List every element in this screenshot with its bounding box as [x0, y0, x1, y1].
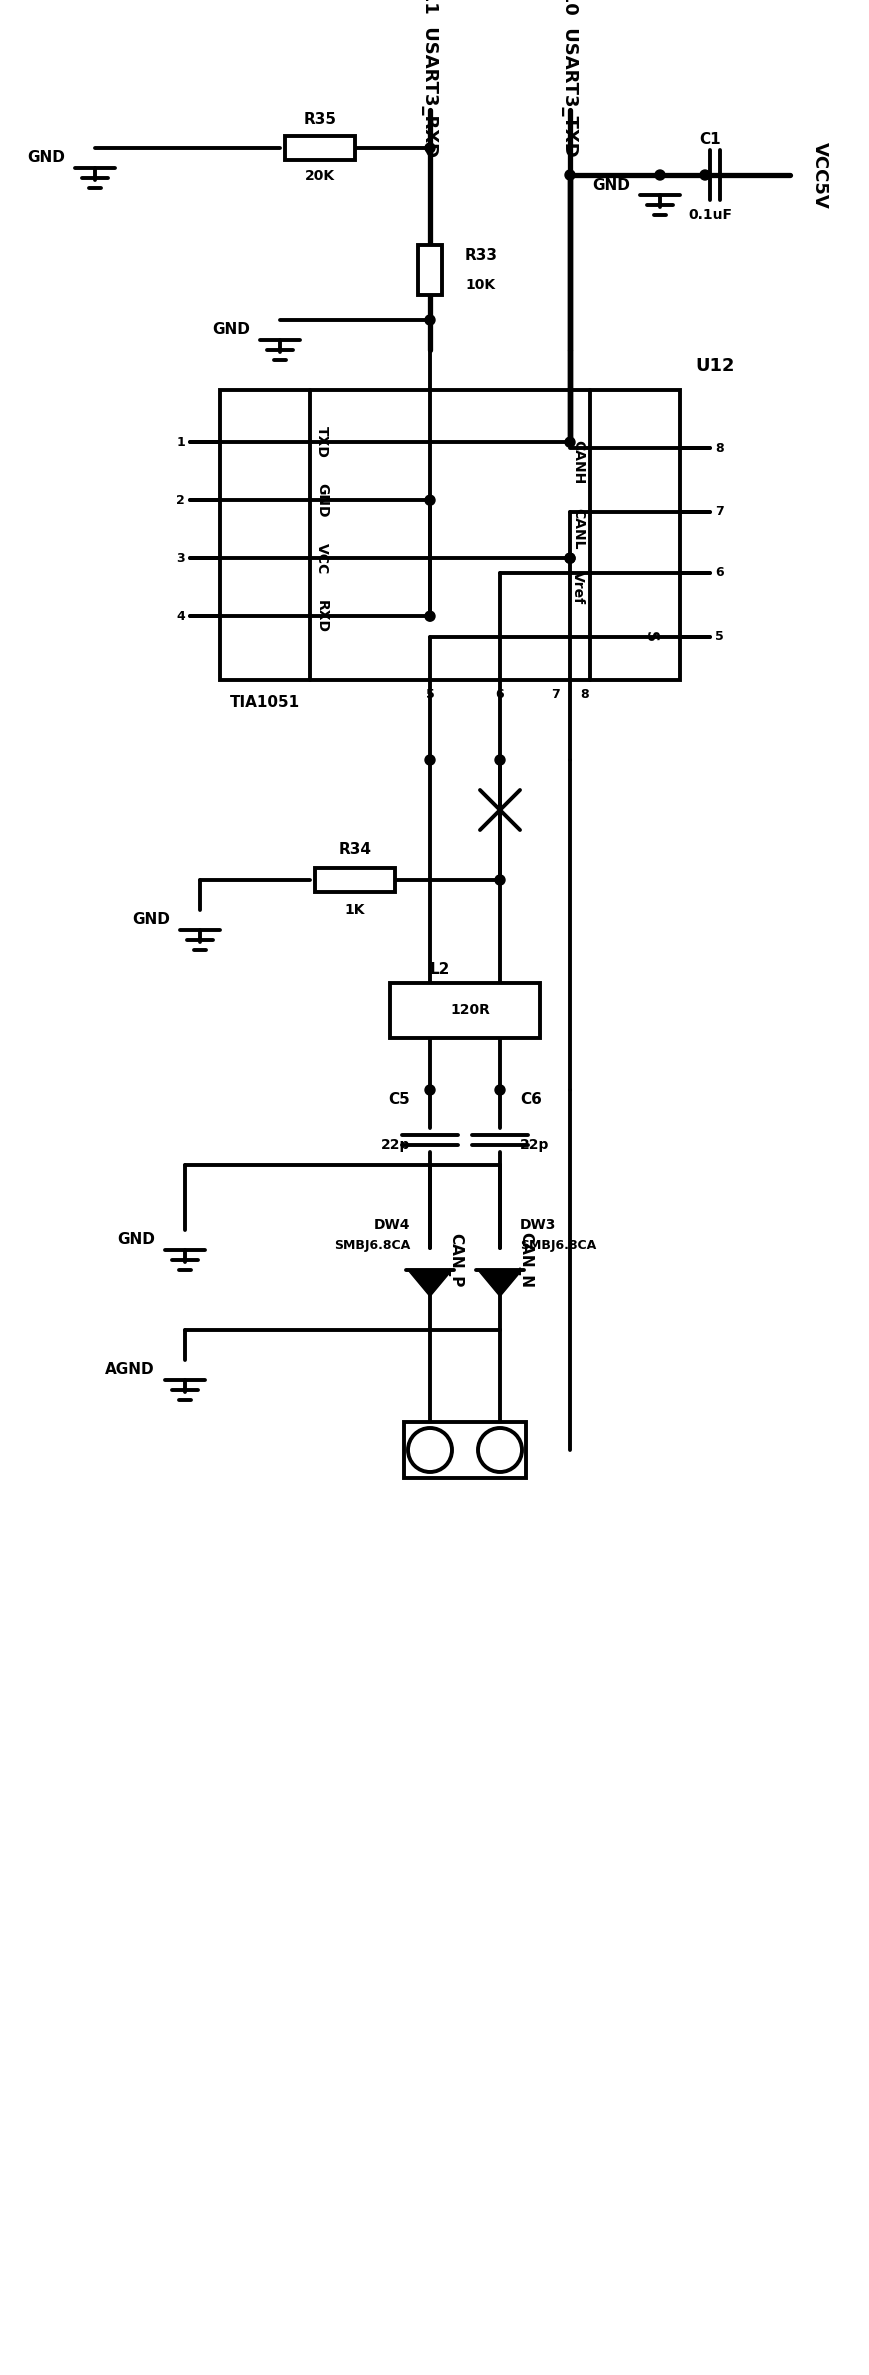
Text: C6: C6 — [520, 1092, 542, 1107]
Text: PB11  USART3_RXD: PB11 USART3_RXD — [421, 0, 439, 157]
Text: SMBJ6.8CA: SMBJ6.8CA — [334, 1237, 410, 1252]
Text: 22p: 22p — [381, 1138, 410, 1152]
Text: 0.1uF: 0.1uF — [688, 209, 732, 221]
Text: CANH: CANH — [571, 439, 585, 484]
Polygon shape — [478, 1271, 522, 1297]
Circle shape — [565, 437, 575, 446]
Text: 6: 6 — [715, 565, 724, 580]
Text: R33: R33 — [465, 247, 498, 264]
Text: 1K: 1K — [345, 902, 365, 917]
Bar — [315, 867, 395, 893]
Bar — [220, 390, 680, 679]
Text: AGND: AGND — [105, 1363, 155, 1378]
Text: 2: 2 — [176, 494, 185, 506]
Text: GND: GND — [117, 1233, 155, 1247]
Text: 8: 8 — [580, 689, 589, 701]
Circle shape — [655, 171, 665, 180]
Text: 5: 5 — [715, 629, 724, 644]
Bar — [418, 245, 442, 294]
Bar — [404, 1423, 526, 1477]
Text: DW3: DW3 — [520, 1218, 556, 1233]
Text: 1: 1 — [176, 435, 185, 449]
Circle shape — [425, 755, 435, 765]
Text: GND: GND — [315, 482, 329, 518]
Text: PB10  USART3_TXD: PB10 USART3_TXD — [561, 0, 579, 157]
Circle shape — [495, 874, 505, 886]
Circle shape — [425, 142, 435, 152]
Text: 7: 7 — [551, 689, 560, 701]
Text: 6: 6 — [495, 689, 504, 701]
Text: Vref: Vref — [571, 570, 585, 603]
Circle shape — [565, 553, 575, 563]
Polygon shape — [408, 1271, 452, 1297]
Text: 20K: 20K — [305, 169, 335, 183]
Circle shape — [495, 1085, 505, 1095]
Text: GND: GND — [592, 178, 630, 192]
Text: 8: 8 — [715, 442, 724, 454]
Bar — [390, 983, 540, 1038]
Text: C5: C5 — [388, 1092, 410, 1107]
Circle shape — [425, 316, 435, 325]
Circle shape — [425, 610, 435, 622]
Circle shape — [425, 1085, 435, 1095]
Text: S: S — [642, 632, 658, 641]
Text: 22p: 22p — [520, 1138, 549, 1152]
Circle shape — [565, 171, 575, 180]
Text: CAN_P: CAN_P — [447, 1233, 463, 1287]
Text: CANL: CANL — [571, 508, 585, 551]
Text: 5: 5 — [426, 689, 434, 701]
Bar — [285, 135, 355, 159]
Text: VCC5V: VCC5V — [811, 142, 829, 209]
Text: GND: GND — [212, 323, 250, 337]
Text: TXD: TXD — [315, 425, 329, 458]
Text: 120R: 120R — [450, 1002, 490, 1016]
Text: DW4: DW4 — [374, 1218, 410, 1233]
Text: L2: L2 — [429, 962, 450, 978]
Circle shape — [700, 171, 710, 180]
Text: 7: 7 — [715, 506, 724, 518]
Text: TIA1051: TIA1051 — [230, 696, 300, 710]
Text: GND: GND — [27, 150, 65, 166]
Circle shape — [425, 496, 435, 506]
Text: U12: U12 — [695, 356, 734, 375]
Text: 3: 3 — [176, 551, 185, 565]
Text: 4: 4 — [176, 610, 185, 622]
Text: RXD: RXD — [315, 601, 329, 632]
Circle shape — [565, 553, 575, 563]
Text: R34: R34 — [339, 843, 372, 857]
Text: 10K: 10K — [465, 278, 495, 292]
Text: SMBJ6.8CA: SMBJ6.8CA — [520, 1237, 596, 1252]
Text: R35: R35 — [303, 112, 336, 128]
Text: CAN_N: CAN_N — [517, 1233, 533, 1287]
Text: C1: C1 — [700, 133, 720, 147]
Text: GND: GND — [132, 912, 170, 929]
Text: VCC: VCC — [315, 542, 329, 575]
Circle shape — [495, 755, 505, 765]
